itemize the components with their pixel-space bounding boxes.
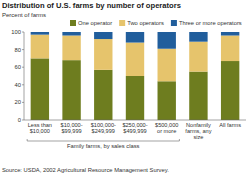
y-tick-label: 20	[15, 99, 21, 105]
y-axis-label: Percent of farms	[2, 12, 46, 18]
bar-segment	[31, 35, 49, 59]
y-tick	[22, 32, 24, 33]
bar-segment	[94, 39, 112, 70]
x-tick-label-line: All farms	[219, 122, 241, 128]
bar-segment	[126, 43, 144, 76]
x-axis-line	[24, 120, 246, 121]
x-tick-label-line: $99,999	[61, 128, 81, 134]
bar-segment	[189, 42, 207, 72]
y-tick-label: 40	[15, 82, 21, 88]
legend-swatch	[171, 20, 177, 26]
bar-segment	[94, 32, 112, 39]
legend: One operator Two operators Three or more o…	[70, 20, 242, 26]
bar-segment	[62, 36, 80, 61]
legend-label: One operator	[78, 20, 112, 26]
chart: Distribution of U.S. farms by number of …	[0, 0, 250, 179]
bar-segment	[31, 58, 49, 120]
bar-segment	[126, 32, 144, 43]
x-tick-label-line: size	[193, 134, 203, 140]
bar-segment	[158, 32, 176, 49]
legend-swatch	[70, 20, 76, 26]
legend-label: Two operators	[127, 20, 164, 26]
bar-segment	[158, 81, 176, 120]
bar-segment	[94, 70, 112, 120]
bars	[31, 32, 240, 120]
bar-segment	[189, 72, 207, 120]
x-tick-label-line: $10,000	[30, 128, 50, 134]
bar-segment	[221, 61, 239, 120]
group-label: Family farms, by sales class	[67, 143, 140, 149]
bar-segment	[221, 32, 239, 36]
group-bracket	[27, 139, 179, 141]
y-tick	[22, 49, 24, 50]
x-tick-label-line: $249,999	[92, 128, 115, 134]
x-tick-label: Nonfamilyfarms, anysize	[185, 122, 211, 140]
bar-segment	[31, 32, 49, 35]
x-tick-label: $250,000-$499,999	[122, 122, 147, 134]
x-tick-label: All farms	[219, 122, 241, 128]
y-tick-label: 0	[18, 117, 21, 123]
y-tick-label: 80	[15, 47, 21, 53]
legend-label: Three or more operators	[179, 20, 242, 26]
x-tick-label: Less than$10,000	[28, 122, 52, 134]
bar-segment	[126, 76, 144, 120]
bar-segment	[158, 49, 176, 82]
x-tick-label-line: $499,999	[123, 128, 146, 134]
x-tick-label: $100,000-$249,999	[91, 122, 116, 134]
bar-segment	[62, 32, 80, 36]
y-tick	[22, 84, 24, 85]
bar-segment	[221, 36, 239, 62]
y-tick-label: 100	[11, 29, 21, 35]
source: Source: USDA, 2002 Agricultural Resource…	[2, 167, 169, 173]
x-tick-label: $10,000-$99,999	[61, 122, 83, 134]
bar-segment	[62, 60, 80, 120]
x-tick-label: $500,000or more	[155, 122, 178, 134]
title: Distribution of U.S. farms by number of …	[2, 1, 181, 10]
y-tick	[22, 120, 24, 121]
y-axis-line	[24, 32, 25, 120]
x-tick-label-line: or more	[157, 128, 176, 134]
legend-swatch	[119, 20, 125, 26]
y-tick	[22, 102, 24, 103]
y-tick-label: 60	[15, 64, 21, 70]
y-tick	[22, 67, 24, 68]
bar-segment	[189, 32, 207, 42]
